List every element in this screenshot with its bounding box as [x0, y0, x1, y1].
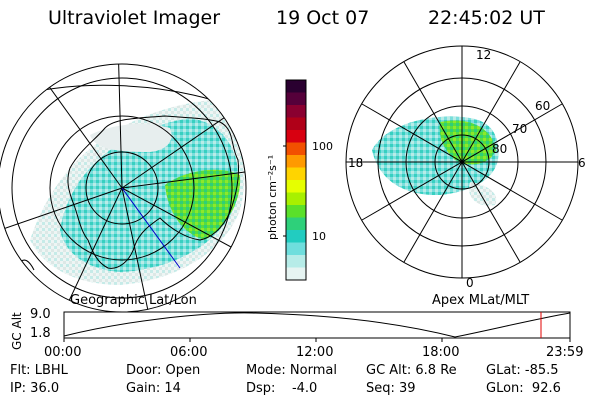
- altitude-ymax: 9.0: [30, 307, 51, 322]
- mlt-label-12: 12: [476, 48, 492, 62]
- colorbar-swatch: [286, 267, 306, 281]
- colorbar-swatch: [286, 255, 306, 268]
- status-filter: Flt: LBHL: [10, 363, 68, 378]
- mlat-label-70: 70: [512, 122, 528, 136]
- apex-caption: Apex MLat/MLT: [432, 293, 530, 308]
- mlat-label-60: 60: [535, 99, 551, 113]
- colorbar-swatch: [286, 217, 306, 231]
- status-dsp: Dsp: -4.0: [246, 381, 318, 396]
- colorbar-unit-label: photon cm⁻²s⁻¹: [266, 154, 279, 240]
- colorbar-swatch: [286, 180, 306, 193]
- colorbar-tick-100: 100: [312, 140, 333, 153]
- colorbar-swatch: [286, 130, 306, 143]
- mlt-label-6: 6: [578, 156, 586, 170]
- status-glon: GLon: 92.6: [486, 381, 561, 396]
- colorbar-swatch: [286, 205, 306, 218]
- colorbar-swatch: [286, 155, 306, 168]
- geographic-caption: Geographic Lat/Lon: [70, 293, 197, 308]
- x-tick-0000: 00:00: [44, 345, 82, 360]
- colorbar-swatch: [286, 192, 306, 206]
- colorbar-swatch: [286, 242, 306, 256]
- colorbar-swatch: [286, 142, 306, 156]
- mlt-label-0: 0: [466, 276, 474, 290]
- colorbar-swatch: [286, 230, 306, 243]
- colorbar-tick-10: 10: [312, 230, 326, 243]
- instrument-title: Ultraviolet Imager: [48, 7, 221, 29]
- status-gc-alt: GC Alt: 6.8 Re: [366, 363, 457, 378]
- status-gain: Gain: 14: [126, 381, 181, 396]
- colorbar-swatch: [286, 80, 306, 93]
- geographic-map: [0, 64, 246, 312]
- status-mode: Mode: Normal: [246, 363, 337, 378]
- altitude-curve: [63, 312, 571, 338]
- apex-polar-plot: [345, 45, 579, 279]
- x-tick-0600: 06:00: [170, 345, 208, 360]
- colorbar-swatch: [286, 167, 306, 181]
- colorbar: [286, 80, 306, 281]
- altitude-ymin: 1.8: [30, 326, 51, 341]
- status-door: Door: Open: [126, 363, 201, 378]
- x-tick-1200: 12:00: [296, 345, 334, 360]
- altitude-axis-label: GC Alt: [10, 312, 24, 350]
- colorbar-swatch: [286, 105, 306, 118]
- mlt-label-18: 18: [348, 156, 364, 170]
- status-ip: IP: 36.0: [10, 381, 60, 396]
- date-label: 19 Oct 07: [276, 7, 370, 29]
- x-tick-1800: 18:00: [422, 345, 460, 360]
- colorbar-swatch: [286, 117, 306, 131]
- colorbar-frame: [285, 79, 307, 281]
- altitude-plot-frame: [63, 311, 571, 339]
- status-seq: Seq: 39: [366, 381, 416, 396]
- status-glat: GLat: -85.5: [486, 363, 559, 378]
- mlat-label-80: 80: [492, 142, 508, 156]
- colorbar-swatch: [286, 92, 306, 106]
- x-tick-2359: 23:59: [546, 345, 584, 360]
- time-label: 22:45:02 UT: [428, 7, 545, 29]
